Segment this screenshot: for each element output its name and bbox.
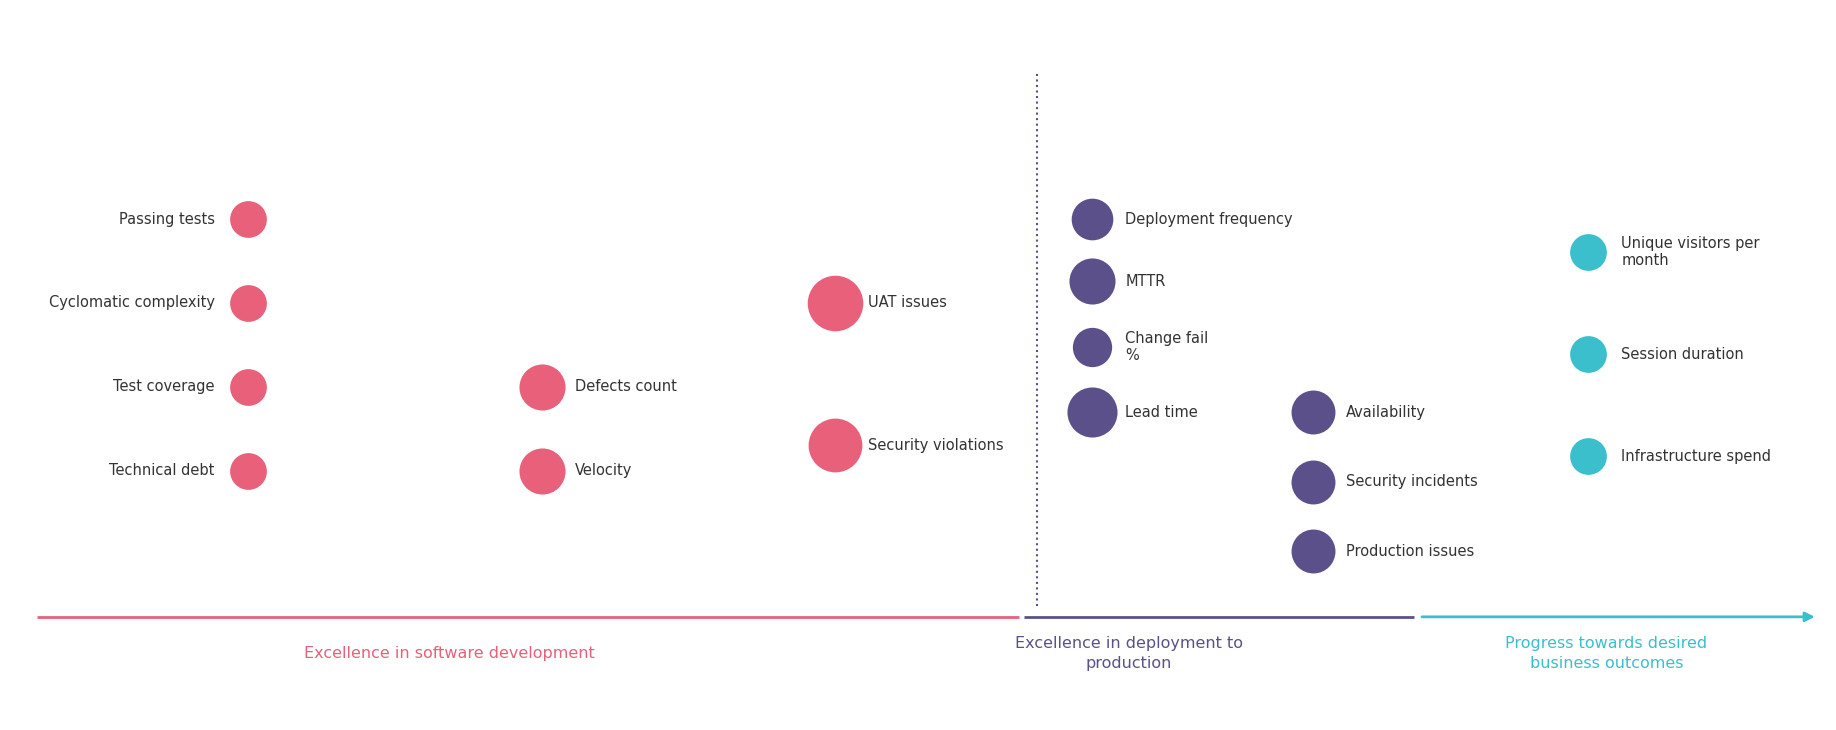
Point xyxy=(1573,450,1603,462)
Text: Security violations: Security violations xyxy=(868,438,1004,453)
Point xyxy=(1573,246,1603,258)
Point xyxy=(1298,407,1327,418)
Text: Deployment frequency: Deployment frequency xyxy=(1125,212,1293,226)
Point xyxy=(233,465,263,477)
Point xyxy=(527,465,556,477)
Text: Test coverage: Test coverage xyxy=(114,380,215,394)
Text: Excellence in deployment to
production: Excellence in deployment to production xyxy=(1015,636,1243,671)
Text: Defects count: Defects count xyxy=(575,380,676,394)
Point xyxy=(1078,275,1107,287)
Text: Velocity: Velocity xyxy=(575,464,632,478)
Point xyxy=(821,439,850,451)
Text: Security incidents: Security incidents xyxy=(1346,474,1478,489)
Text: Session duration: Session duration xyxy=(1621,347,1744,361)
Text: Unique visitors per
month: Unique visitors per month xyxy=(1621,236,1759,268)
Text: Production issues: Production issues xyxy=(1346,544,1474,558)
Point xyxy=(1078,341,1107,353)
Point xyxy=(1078,407,1107,418)
Text: Availability: Availability xyxy=(1346,405,1427,420)
Text: Lead time: Lead time xyxy=(1125,405,1199,420)
Text: UAT issues: UAT issues xyxy=(868,296,947,310)
Point xyxy=(821,297,850,309)
Text: Excellence in software development: Excellence in software development xyxy=(305,646,595,661)
Point xyxy=(233,381,263,393)
Point xyxy=(1298,476,1327,488)
Point xyxy=(1298,545,1327,557)
Point xyxy=(233,213,263,225)
Text: Cyclomatic complexity: Cyclomatic complexity xyxy=(50,296,215,310)
Text: MTTR: MTTR xyxy=(1125,274,1166,288)
Point xyxy=(527,381,556,393)
Text: Progress towards desired
business outcomes: Progress towards desired business outcom… xyxy=(1506,636,1707,671)
Text: Change fail
%: Change fail % xyxy=(1125,331,1208,363)
Text: Passing tests: Passing tests xyxy=(119,212,215,226)
Point xyxy=(233,297,263,309)
Point xyxy=(1078,213,1107,225)
Text: Technical debt: Technical debt xyxy=(110,464,215,478)
Text: Infrastructure spend: Infrastructure spend xyxy=(1621,449,1772,464)
Point xyxy=(1573,348,1603,360)
